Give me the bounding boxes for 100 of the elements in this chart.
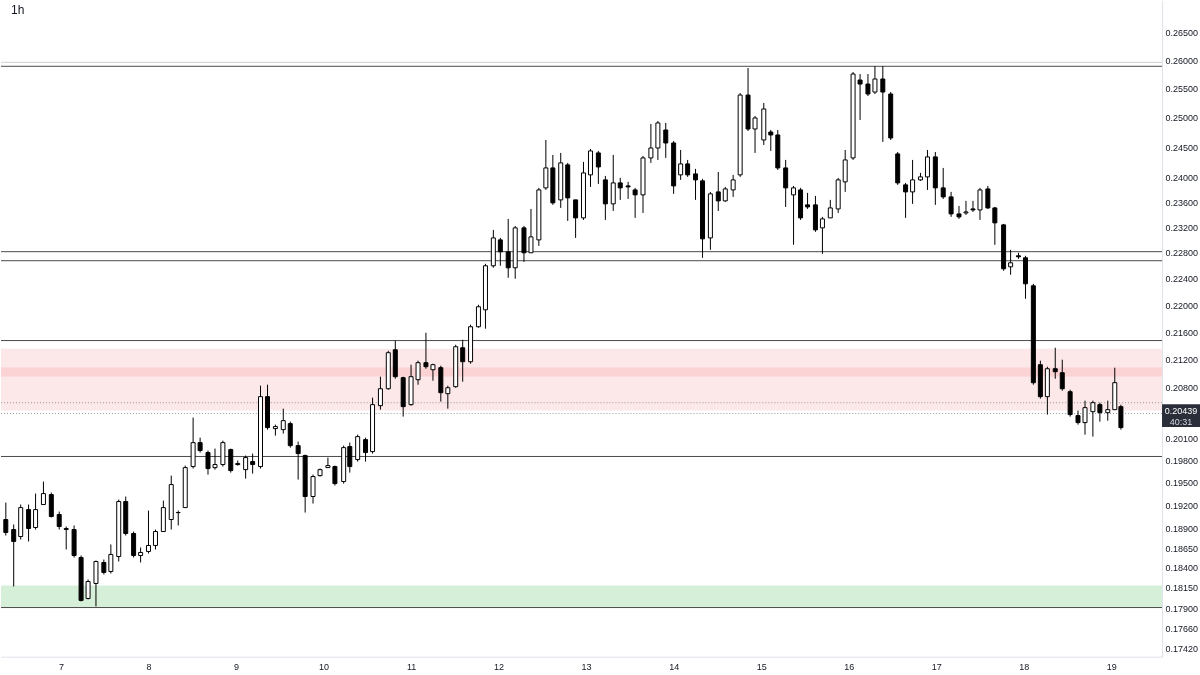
candlestick — [587, 148, 593, 188]
candlestick — [475, 304, 481, 329]
candlestick — [93, 559, 99, 607]
candlestick — [243, 455, 249, 480]
candlestick — [730, 174, 736, 198]
y-tick-label: 0.17420 — [1165, 643, 1199, 654]
candlestick — [280, 408, 286, 435]
candlestick — [910, 159, 916, 205]
candlestick — [948, 191, 954, 218]
candlestick — [819, 216, 825, 255]
candlestick — [715, 171, 721, 212]
y-tick-label: 0.22000 — [1165, 300, 1199, 311]
candlestick — [625, 181, 631, 200]
candlestick — [3, 502, 9, 537]
x-tick-label: 19 — [1106, 662, 1117, 673]
x-tick-label: 11 — [406, 662, 417, 673]
y-tick-label: 0.17900 — [1165, 603, 1199, 614]
x-tick-label: 12 — [494, 662, 505, 673]
x-tick-label: 7 — [58, 662, 64, 673]
candlestick — [768, 129, 774, 152]
candlestick — [250, 453, 256, 475]
candlestick — [693, 168, 699, 201]
candlestick — [63, 525, 69, 550]
y-tick-label: 0.18650 — [1165, 543, 1199, 554]
x-tick-label: 9 — [234, 662, 240, 673]
candlestick — [228, 448, 234, 474]
candlestick — [924, 149, 930, 191]
candlestick — [220, 440, 226, 468]
y-tick-label: 0.22400 — [1165, 274, 1199, 285]
y-tick-label: 0.20100 — [1165, 433, 1199, 444]
candlestick — [602, 175, 608, 221]
candlestick — [1008, 249, 1014, 276]
candlestick — [940, 167, 946, 200]
candlestick — [1105, 400, 1111, 422]
candlestick — [783, 159, 789, 208]
candlestick — [573, 199, 579, 239]
candlestick — [287, 421, 293, 449]
candlestick — [11, 523, 17, 587]
candlestick — [310, 474, 316, 505]
y-tick-label: 0.25000 — [1165, 113, 1199, 124]
y-tick-label: 0.20800 — [1165, 383, 1199, 394]
y-tick-label: 0.19200 — [1165, 500, 1199, 511]
y-tick-label: 0.26500 — [1165, 27, 1199, 38]
candlestick — [543, 139, 549, 191]
y-tick-label: 0.24500 — [1165, 142, 1199, 153]
x-tick-label: 16 — [844, 662, 855, 673]
y-tick-label: 0.18400 — [1165, 563, 1199, 574]
candlestick — [842, 149, 848, 193]
y-tick-label: 0.26000 — [1165, 55, 1199, 66]
chart-title: 1h — [10, 3, 25, 18]
candlestick — [880, 65, 886, 143]
y-tick-label: 0.23600 — [1165, 197, 1199, 208]
x-tick-label: 18 — [1019, 662, 1030, 673]
candlestick — [460, 339, 466, 383]
candlestick — [1052, 347, 1058, 380]
y-tick-label: 0.24000 — [1165, 173, 1199, 184]
candlestick — [145, 510, 151, 555]
y-tick-label: 0.21200 — [1165, 355, 1199, 366]
candlestick — [131, 531, 137, 559]
candlestick — [152, 529, 158, 550]
x-tick-label: 8 — [146, 662, 152, 673]
candlestick — [595, 150, 601, 185]
candlestick — [617, 177, 623, 201]
y-tick-label: 0.18150 — [1165, 583, 1199, 594]
x-tick-label: 13 — [581, 662, 592, 673]
candlestick — [497, 237, 503, 267]
candlestick — [33, 493, 39, 531]
y-tick-label: 0.19500 — [1165, 478, 1199, 489]
candlestick — [40, 481, 46, 506]
candlestick — [26, 504, 32, 542]
candlestick — [678, 149, 684, 181]
candlestick — [610, 154, 616, 212]
candlestick — [632, 187, 638, 219]
candlestick — [160, 500, 166, 533]
candlestick — [363, 437, 369, 463]
x-tick-label: 17 — [931, 662, 942, 673]
x-tick-label: 10 — [319, 662, 330, 673]
candlestick — [1067, 389, 1073, 418]
candlestick — [377, 376, 383, 411]
y-tick-label: 0.23200 — [1165, 222, 1199, 233]
candlestick — [505, 218, 511, 279]
x-tick-label: 14 — [669, 662, 680, 673]
y-tick-label: 0.17660 — [1165, 623, 1199, 634]
candlestick — [791, 185, 797, 246]
candlestick — [663, 122, 669, 159]
candlestick — [355, 434, 361, 463]
candlestick — [1059, 359, 1065, 392]
candlestick — [48, 492, 54, 519]
y-tick-label: 0.21600 — [1165, 327, 1199, 338]
candlestick — [295, 441, 301, 481]
candlestick — [445, 385, 451, 410]
y-tick-label: 0.18900 — [1165, 524, 1199, 534]
y-tick-label: 0.25500 — [1165, 84, 1199, 95]
y-tick-label: 0.19800 — [1165, 455, 1199, 466]
candlestick — [827, 199, 833, 219]
x-tick-label: 15 — [756, 662, 767, 673]
ref-line-label: 0.20439 — [1164, 405, 1198, 416]
candlestick — [108, 543, 114, 574]
annotation: 40:31 — [1169, 416, 1193, 427]
candlestick — [903, 182, 909, 219]
